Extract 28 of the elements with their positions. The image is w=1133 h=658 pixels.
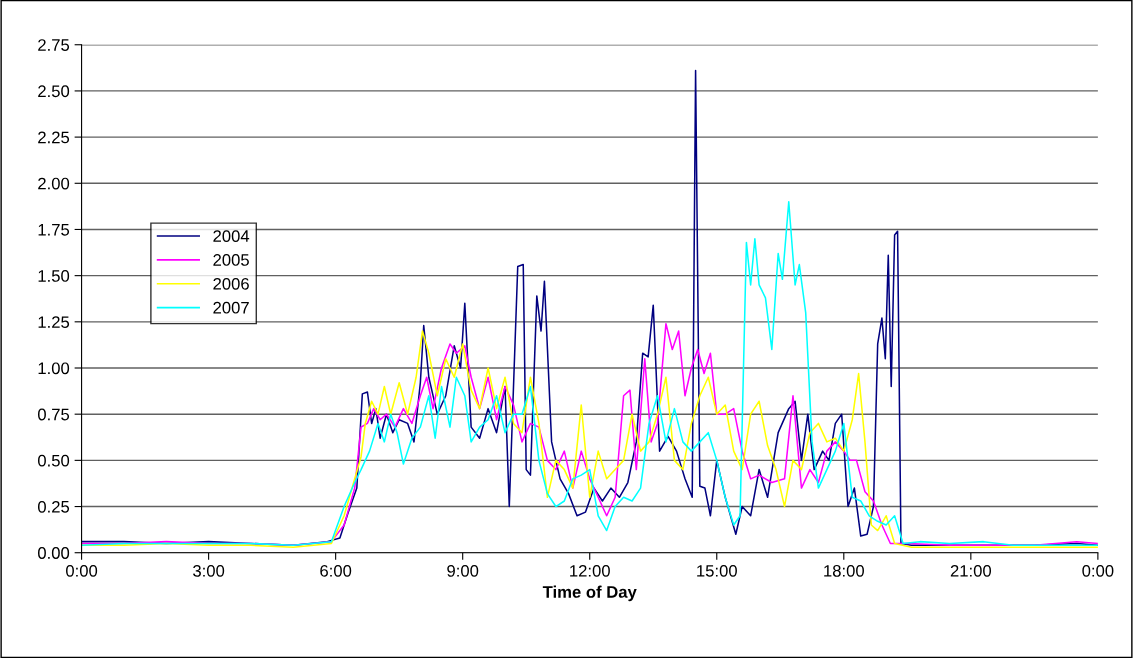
- x-tick-label: 0:00: [66, 564, 98, 577]
- y-tick-label: 1.25: [38, 316, 70, 329]
- y-tick-label: 2.75: [38, 39, 70, 51]
- legend-label: 2005: [213, 254, 249, 266]
- y-tick-label: 1.50: [38, 270, 70, 282]
- x-tick-label: 21:00: [950, 564, 992, 577]
- y-tick-label: 1.00: [38, 362, 70, 375]
- line-series: [81, 69, 1098, 547]
- x-tick-label: 3:00: [193, 564, 225, 577]
- x-tick-label: 0:00: [1082, 564, 1114, 577]
- y-tick-label: 0.75: [37, 408, 70, 421]
- y-tick-label: 0.00: [37, 547, 70, 559]
- x-tick-label: 15:00: [697, 564, 737, 577]
- x-axis-title: Time of Day: [542, 585, 637, 602]
- y-tick-label: 0.25: [37, 500, 70, 513]
- legend-label: 2004: [213, 230, 250, 242]
- y-tick-label: 2.00: [38, 177, 70, 190]
- x-tick-label: 18:00: [824, 564, 865, 577]
- y-tick-label: 2.50: [38, 85, 70, 98]
- legend-label: 2007: [213, 301, 249, 314]
- x-tick-label: 6:00: [320, 564, 352, 577]
- x-tick-label: 9:00: [447, 564, 479, 577]
- y-tick-label: 1.75: [38, 224, 70, 236]
- x-tick-label: 12:00: [570, 564, 610, 577]
- line-series: [81, 200, 1098, 547]
- legend-label: 2006: [213, 277, 249, 290]
- y-tick-label: 2.25: [38, 131, 70, 144]
- y-tick-label: 0.50: [37, 454, 70, 467]
